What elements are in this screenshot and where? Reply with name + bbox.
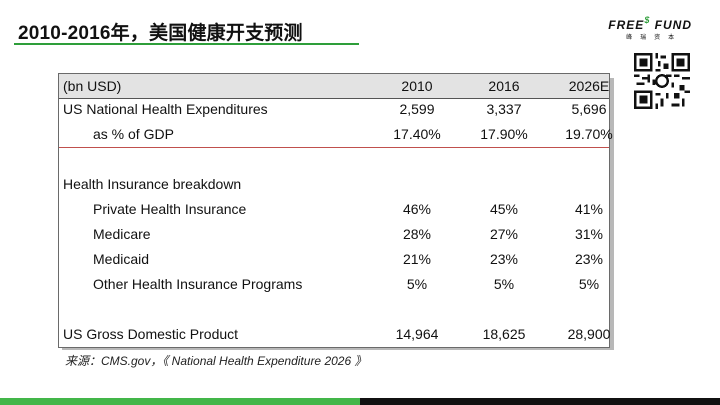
table-row: Medicare 28% 27% 31%: [59, 223, 609, 247]
row-label: US Gross Domestic Product: [63, 326, 239, 342]
expenditure-table: (bn USD) 2010 2016 2026E US National Hea…: [58, 73, 613, 348]
row-value-2016: 27%: [489, 226, 519, 242]
row-label: Private Health Insurance: [93, 201, 247, 217]
row-value-2026e: 41%: [574, 201, 604, 217]
row-value-2026e: 19.70%: [565, 126, 613, 142]
brand-logo: FREE$ FUND 峰瑞资本: [608, 15, 692, 41]
row-value-2026e: 31%: [574, 226, 604, 242]
table-row: US National Health Expenditures 2,599 3,…: [59, 98, 609, 122]
logo-subtitle: 峰瑞资本: [626, 35, 683, 41]
row-value-2026e: 5,696: [571, 101, 607, 117]
row-value-2026e: 5%: [578, 276, 600, 292]
source-note: 来源：CMS.gov，《 National Health Expenditure…: [65, 354, 367, 368]
row-value-2010: 21%: [402, 251, 432, 267]
row-value-2016: 23%: [489, 251, 519, 267]
row-label: Medicaid: [93, 251, 150, 267]
row-value-2010: 5%: [406, 276, 428, 292]
row-value-2010: 2,599: [399, 101, 435, 117]
logo-dollar: $: [644, 15, 651, 25]
row-value-2026e: 23%: [574, 251, 604, 267]
table-row: Health Insurance breakdown: [59, 173, 609, 197]
row-label: Medicare: [93, 226, 151, 242]
row-value-2016: 45%: [489, 201, 519, 217]
qr-code-icon: [634, 53, 690, 109]
row-label: Health Insurance breakdown: [63, 176, 242, 192]
header-2016: 2016: [488, 78, 520, 94]
table-row: Private Health Insurance 46% 45% 41%: [59, 198, 609, 222]
logo-wordmark: FREE$ FUND: [608, 15, 692, 32]
row-value-2016: 17.90%: [480, 126, 528, 142]
table-row: as % of GDP 17.40% 17.90% 19.70%: [59, 123, 613, 147]
footer-bar-green: [0, 398, 360, 405]
table-row: Medicaid 21% 23% 23%: [59, 248, 609, 272]
section-divider: [59, 147, 609, 148]
row-value-2010: 14,964: [395, 326, 439, 342]
table-header: (bn USD) 2010 2016 2026E: [59, 74, 609, 99]
header-unit: (bn USD): [63, 78, 122, 94]
row-value-2016: 18,625: [482, 326, 526, 342]
table-row: US Gross Domestic Product 14,964 18,625 …: [59, 323, 610, 347]
header-2010: 2010: [401, 78, 433, 94]
row-label: US National Health Expenditures: [63, 101, 268, 117]
row-value-2010: 28%: [402, 226, 432, 242]
row-value-2010: 46%: [402, 201, 432, 217]
row-label: Other Health Insurance Programs: [93, 276, 303, 292]
page-title: 2010-2016年，美国健康开支预测: [18, 23, 303, 44]
row-value-2010: 17.40%: [393, 126, 441, 142]
title-underline: [14, 43, 359, 45]
row-value-2016: 3,337: [486, 101, 522, 117]
footer-bar-black: [360, 398, 720, 405]
logo-word-fund: FUND: [650, 18, 692, 32]
row-value-2016: 5%: [493, 276, 515, 292]
logo-word-free: FREE: [608, 18, 645, 32]
row-label: as % of GDP: [93, 126, 174, 142]
row-value-2026e: 28,900: [567, 326, 611, 342]
table-row: Other Health Insurance Programs 5% 5% 5%: [59, 273, 609, 297]
header-2026e: 2026E: [568, 78, 610, 94]
